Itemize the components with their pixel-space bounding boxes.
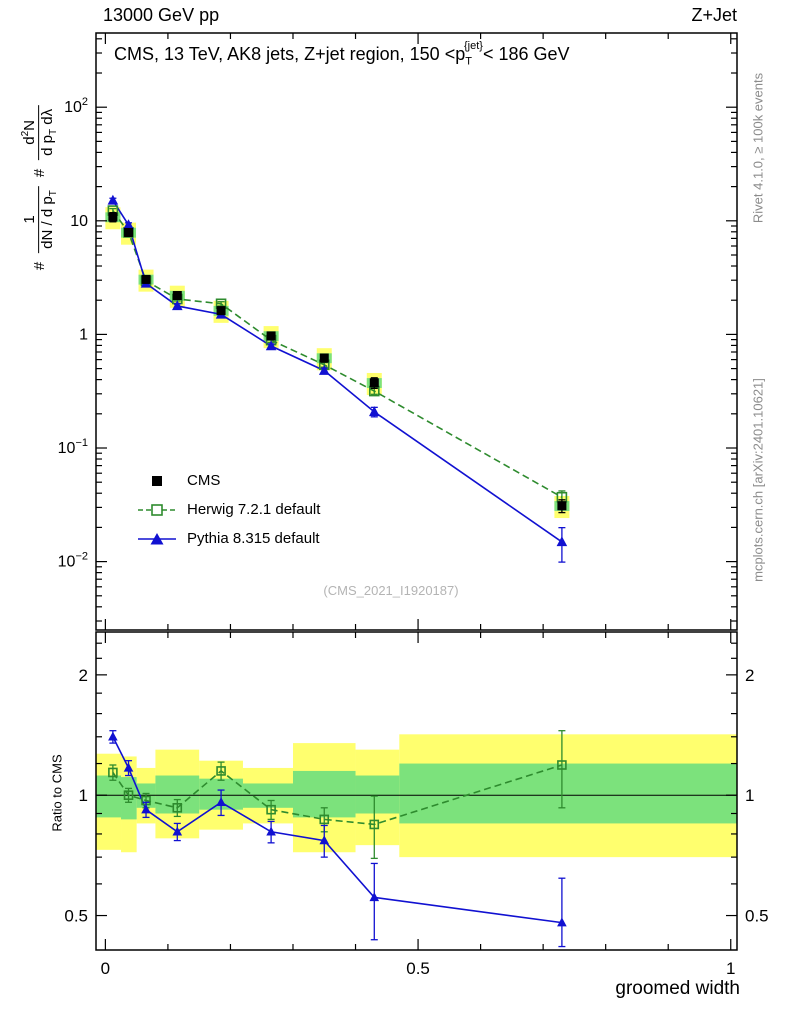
plot-title-text: CMS, 13 TeV, AK8 jets, Z+jet region, 150… (114, 44, 466, 64)
herwig-marker-icon (137, 502, 177, 518)
svg-text:0.5: 0.5 (406, 959, 430, 978)
y-axis-label-fraction-2: d2N d pT dλ (20, 104, 60, 160)
plot-title-sub: T (465, 55, 472, 68)
plot-title: CMS, 13 TeV, AK8 jets, Z+jet region, 150… (114, 40, 570, 68)
pythia-marker-icon (137, 531, 177, 547)
svg-text:2: 2 (79, 666, 88, 685)
mcplots-credit-note: mcplots.cern.ch [arXiv:2401.10621] (750, 378, 766, 582)
svg-text:0.5: 0.5 (64, 907, 88, 926)
analysis-id-watermark: (CMS_2021_I1920187) (323, 583, 459, 598)
cms-marker-icon (137, 473, 177, 489)
ratio-axis-label: Ratio to CMS (49, 754, 65, 832)
svg-text:10−1: 10−1 (58, 437, 88, 457)
y-axis-label-fraction-1: 1 dN / d pT (20, 186, 60, 253)
plot-title-suffix: < 186 GeV (482, 44, 570, 64)
svg-text:10−2: 10−2 (58, 551, 88, 571)
svg-text:0: 0 (101, 959, 110, 978)
svg-text:10: 10 (70, 213, 88, 230)
legend-label-herwig: Herwig 7.2.1 default (187, 501, 321, 518)
svg-text:1: 1 (79, 326, 88, 343)
rivet-version-note: Rivet 4.1.0, ≥ 100k events (750, 72, 766, 224)
legend-item-pythia: Pythia 8.315 default (137, 524, 320, 553)
plot-title-sup: {jet} (463, 40, 483, 52)
legend-item-herwig: Herwig 7.2.1 default (137, 495, 320, 524)
y-axis-label-hash: # (31, 261, 49, 271)
legend: CMS Herwig 7.2.1 default Pythia 8.315 de… (137, 466, 320, 553)
legend-label-pythia: Pythia 8.315 default (187, 530, 320, 547)
svg-text:102: 102 (64, 96, 88, 116)
legend-item-cms: CMS (137, 466, 320, 495)
beam-energy-label: 13000 GeV pp (103, 5, 220, 25)
svg-text:1: 1 (79, 786, 88, 805)
legend-label-cms: CMS (187, 472, 221, 489)
y-axis-label: # 1 dN / d pT # d2N d pT dλ (20, 100, 60, 274)
svg-text:1: 1 (745, 786, 754, 805)
svg-text:2: 2 (745, 666, 754, 685)
process-label: Z+Jet (691, 5, 737, 25)
svg-text:1: 1 (726, 959, 735, 978)
x-axis-label: groomed width (615, 978, 740, 999)
svg-text:0.5: 0.5 (745, 907, 769, 926)
y-axis-label-hash: # (31, 168, 49, 178)
